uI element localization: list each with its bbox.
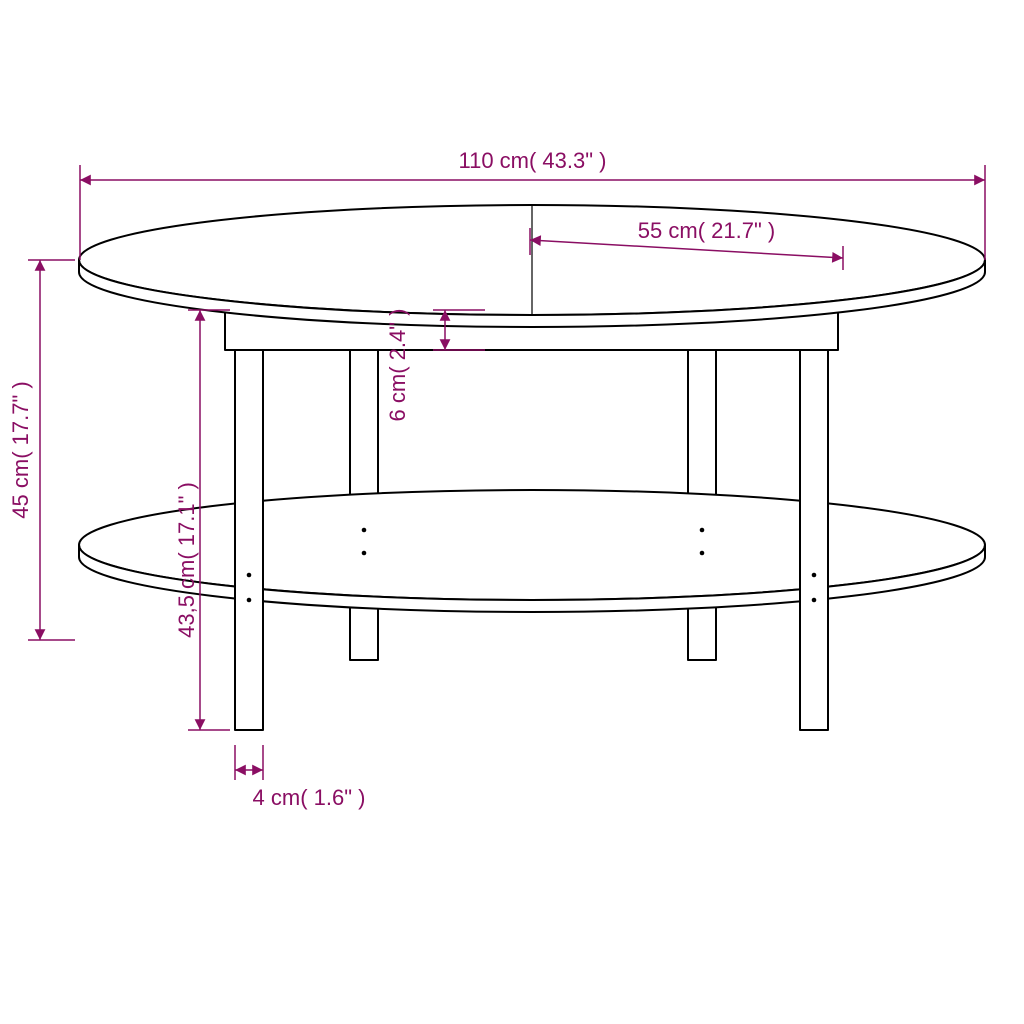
- dimension-diagram: 110 cm( 43.3" ) 55 cm( 21.7" ) 6 cm( 2.4" …: [0, 0, 1024, 1024]
- table-top: [79, 205, 985, 327]
- dim-label: 45 cm( 17.7" ): [8, 381, 33, 518]
- dim-label: 55 cm( 21.7" ): [638, 218, 775, 243]
- dim-label: 43,5 cm( 17.1" ): [174, 482, 199, 638]
- dim-label: 4 cm( 1.6" ): [253, 785, 366, 810]
- lower-shelf: [79, 490, 985, 612]
- dim-label: 6 cm( 2.4" ): [385, 309, 410, 422]
- dim-label: 110 cm( 43.3" ): [458, 148, 606, 173]
